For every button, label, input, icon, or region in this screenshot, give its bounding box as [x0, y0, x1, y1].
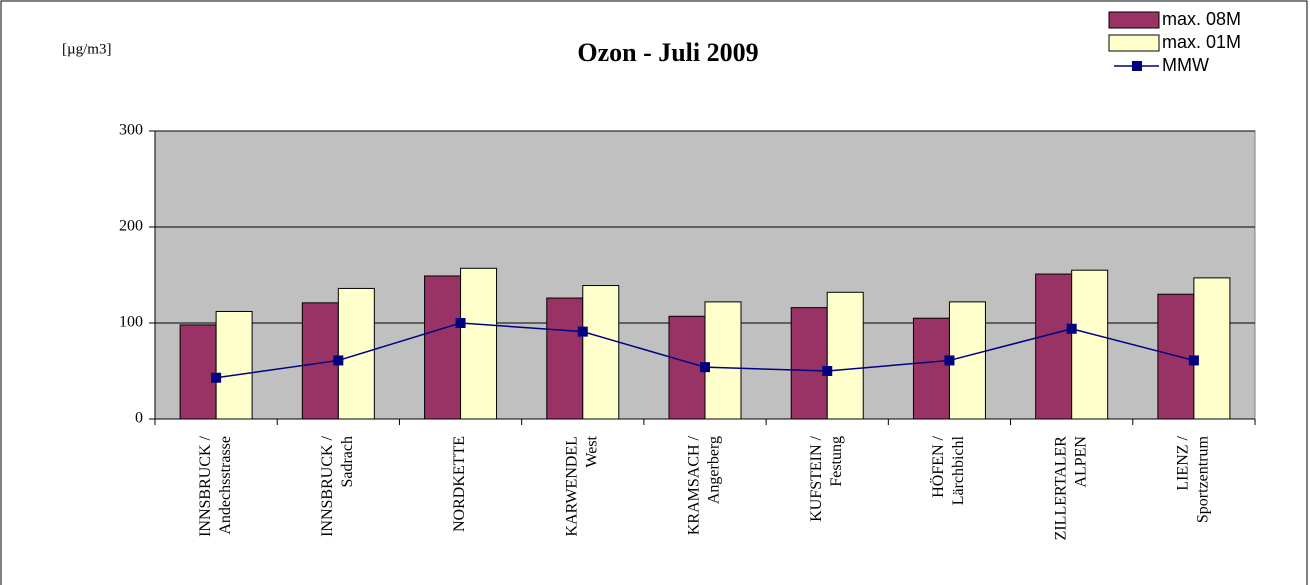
- legend-marker: [1132, 61, 1142, 71]
- y-tick-label: 300: [119, 122, 143, 139]
- x-tick-label: KARWENDEL: [563, 436, 580, 536]
- bar: [179, 324, 217, 420]
- bar: [1157, 293, 1195, 420]
- bar: [424, 275, 462, 420]
- legend-swatch: [1108, 34, 1160, 52]
- legend-label: max. 08M: [1162, 9, 1241, 29]
- bar: [546, 297, 584, 420]
- bar: [582, 285, 620, 420]
- y-tick-label: 0: [135, 410, 143, 427]
- bar: [668, 315, 706, 420]
- marker: [577, 326, 588, 337]
- marker: [700, 362, 710, 373]
- marker: [822, 366, 833, 376]
- marker: [944, 355, 955, 366]
- x-tick-label: INNSBRUCK /: [319, 435, 336, 536]
- chart-title: Ozon - Juli 2009: [577, 38, 758, 67]
- unit-label: [µg/m3]: [62, 41, 111, 57]
- bar: [1193, 277, 1231, 420]
- marker: [211, 372, 222, 383]
- bar: [948, 301, 986, 420]
- x-tick-label: Sadrach: [339, 436, 356, 488]
- y-tick-label: 200: [119, 218, 143, 235]
- y-tick-label: 100: [119, 314, 143, 331]
- x-tick-label: Festung: [828, 436, 845, 487]
- marker: [1188, 355, 1199, 366]
- legend-swatch: [1108, 11, 1160, 29]
- x-tick-label: INNSBRUCK /: [197, 435, 214, 536]
- bar: [912, 317, 950, 420]
- bar: [337, 287, 375, 420]
- x-tick-label: Sportzentrum: [1195, 435, 1212, 523]
- marker: [455, 318, 466, 328]
- x-tick-label: KUFSTEIN /: [808, 435, 825, 521]
- x-tick-label: ZILLERTALER: [1052, 436, 1069, 541]
- x-tick-label: Andechsstrasse: [217, 436, 234, 535]
- bar: [790, 307, 828, 420]
- bar: [215, 310, 253, 420]
- bar: [1035, 273, 1073, 420]
- x-tick-label: KRAMSACH /: [686, 435, 703, 535]
- x-tick-label: Angerberg: [706, 436, 723, 504]
- x-tick-label: ALPEN: [1072, 436, 1089, 488]
- marker: [1066, 323, 1077, 334]
- bar: [460, 267, 498, 420]
- legend-label: max. 01M: [1162, 32, 1241, 52]
- x-tick-label: NORDKETTE: [451, 436, 468, 532]
- bar: [826, 291, 864, 420]
- x-tick-label: West: [583, 435, 600, 467]
- marker: [333, 355, 344, 366]
- bar: [1071, 269, 1109, 420]
- legend-label: MMW: [1162, 55, 1209, 75]
- x-tick-label: Lärchbichl: [950, 435, 967, 505]
- x-tick-label: HÖFEN /: [929, 435, 947, 497]
- bar: [704, 301, 742, 420]
- x-tick-label: LIENZ /: [1175, 435, 1192, 490]
